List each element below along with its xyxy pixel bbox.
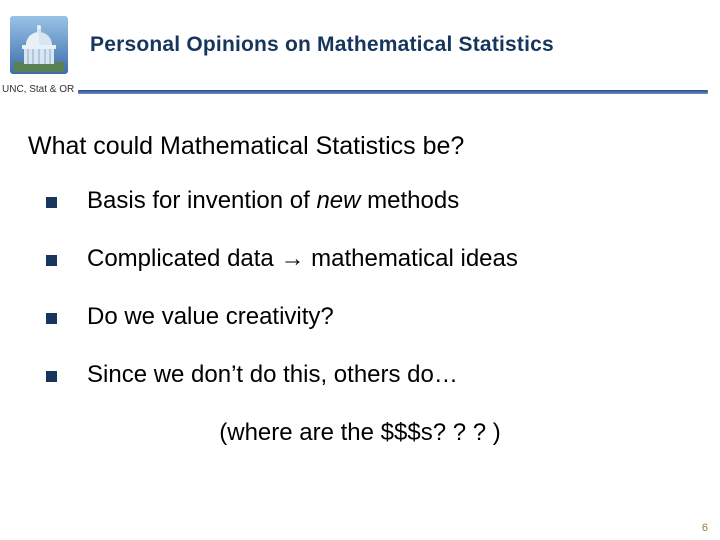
bullet-text: Do we value creativity? (87, 303, 334, 331)
list-item: Do we value creativity? (46, 303, 692, 331)
list-item: Since we don’t do this, others do… (46, 361, 692, 389)
question-heading: What could Mathematical Statistics be? (28, 132, 692, 161)
bullet-text: Since we don’t do this, others do… (87, 361, 458, 389)
unc-logo (8, 14, 70, 76)
bullet-text: Basis for invention of new methods (87, 187, 459, 215)
department-label: UNC, Stat & OR (2, 84, 74, 95)
bullet-icon (46, 313, 57, 324)
bullet-icon (46, 197, 57, 208)
list-item: Complicated data → mathematical ideas (46, 245, 692, 273)
subheader: UNC, Stat & OR (0, 82, 720, 104)
list-item: Basis for invention of new methods (46, 187, 692, 215)
content-area: What could Mathematical Statistics be? B… (0, 104, 720, 447)
bullet-list: Basis for invention of new methods Compl… (28, 187, 692, 389)
header: Personal Opinions on Mathematical Statis… (0, 0, 720, 76)
bullet-icon (46, 371, 57, 382)
closing-line: (where are the $$$s? ? ? ) (28, 419, 692, 447)
title-divider (78, 90, 708, 94)
bullet-icon (46, 255, 57, 266)
slide-title: Personal Opinions on Mathematical Statis… (90, 33, 554, 57)
page-number: 6 (702, 522, 708, 534)
bullet-text: Complicated data → mathematical ideas (87, 245, 518, 273)
